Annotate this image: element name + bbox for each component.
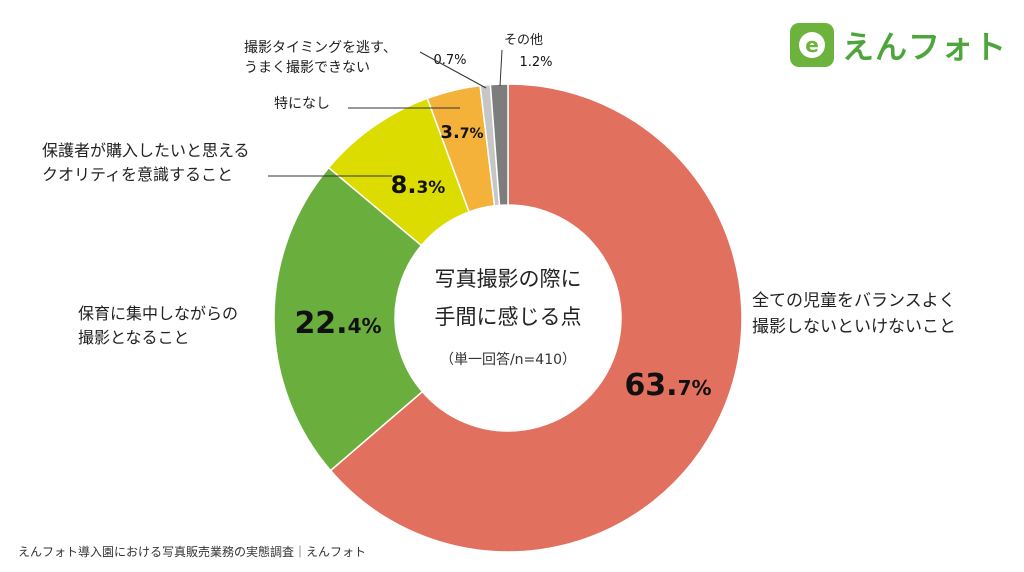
- brand-mark-letter: e: [805, 33, 819, 57]
- slice-category-label: 撮影となること: [78, 328, 190, 347]
- slice-percent-label: 22.4%: [294, 306, 381, 341]
- center-subtitle: （単一回答/n=410）: [440, 351, 576, 368]
- slice-percent-label: 1.2%: [519, 55, 552, 70]
- source-note: えんフォト導入園における写真販売業務の実態調査｜えんフォト: [18, 545, 367, 559]
- donut-slice: [329, 83, 743, 553]
- brand-logo: e えんフォト: [790, 22, 1007, 68]
- slice-category-label: 全ての児童をバランスよく: [752, 291, 956, 311]
- slice-category-label: うまく撮影できない: [244, 59, 370, 76]
- donut-slice: [273, 166, 424, 472]
- brand-name: えんフォト: [842, 28, 1008, 66]
- center-title: 手間に感じる点: [435, 305, 582, 329]
- brand-mark-icon: e: [790, 23, 834, 67]
- slice-category-label: 保護者が購入したいと思える: [42, 141, 250, 160]
- slice-category-label: その他: [504, 33, 543, 48]
- slice-category-label: 撮影タイミングを逃す、: [244, 39, 397, 56]
- center-title: 写真撮影の際に: [435, 267, 582, 291]
- slice-percent-label: 63.7%: [624, 368, 711, 403]
- leader-line: [499, 49, 503, 87]
- slice-category-label: 保育に集中しながらの: [78, 304, 238, 323]
- slice-category-label: 撮影しないといけないこと: [752, 317, 956, 337]
- slice-category-label: 特になし: [274, 96, 330, 112]
- slice-percent-label: 0.7%: [433, 53, 466, 68]
- slice-category-label: クオリティを意識すること: [42, 165, 233, 184]
- slice-percent-label: 3.7%: [440, 122, 483, 143]
- donut-slice: [489, 83, 509, 207]
- slice-percent-label: 8.3%: [391, 171, 446, 199]
- leader-line: [419, 51, 487, 89]
